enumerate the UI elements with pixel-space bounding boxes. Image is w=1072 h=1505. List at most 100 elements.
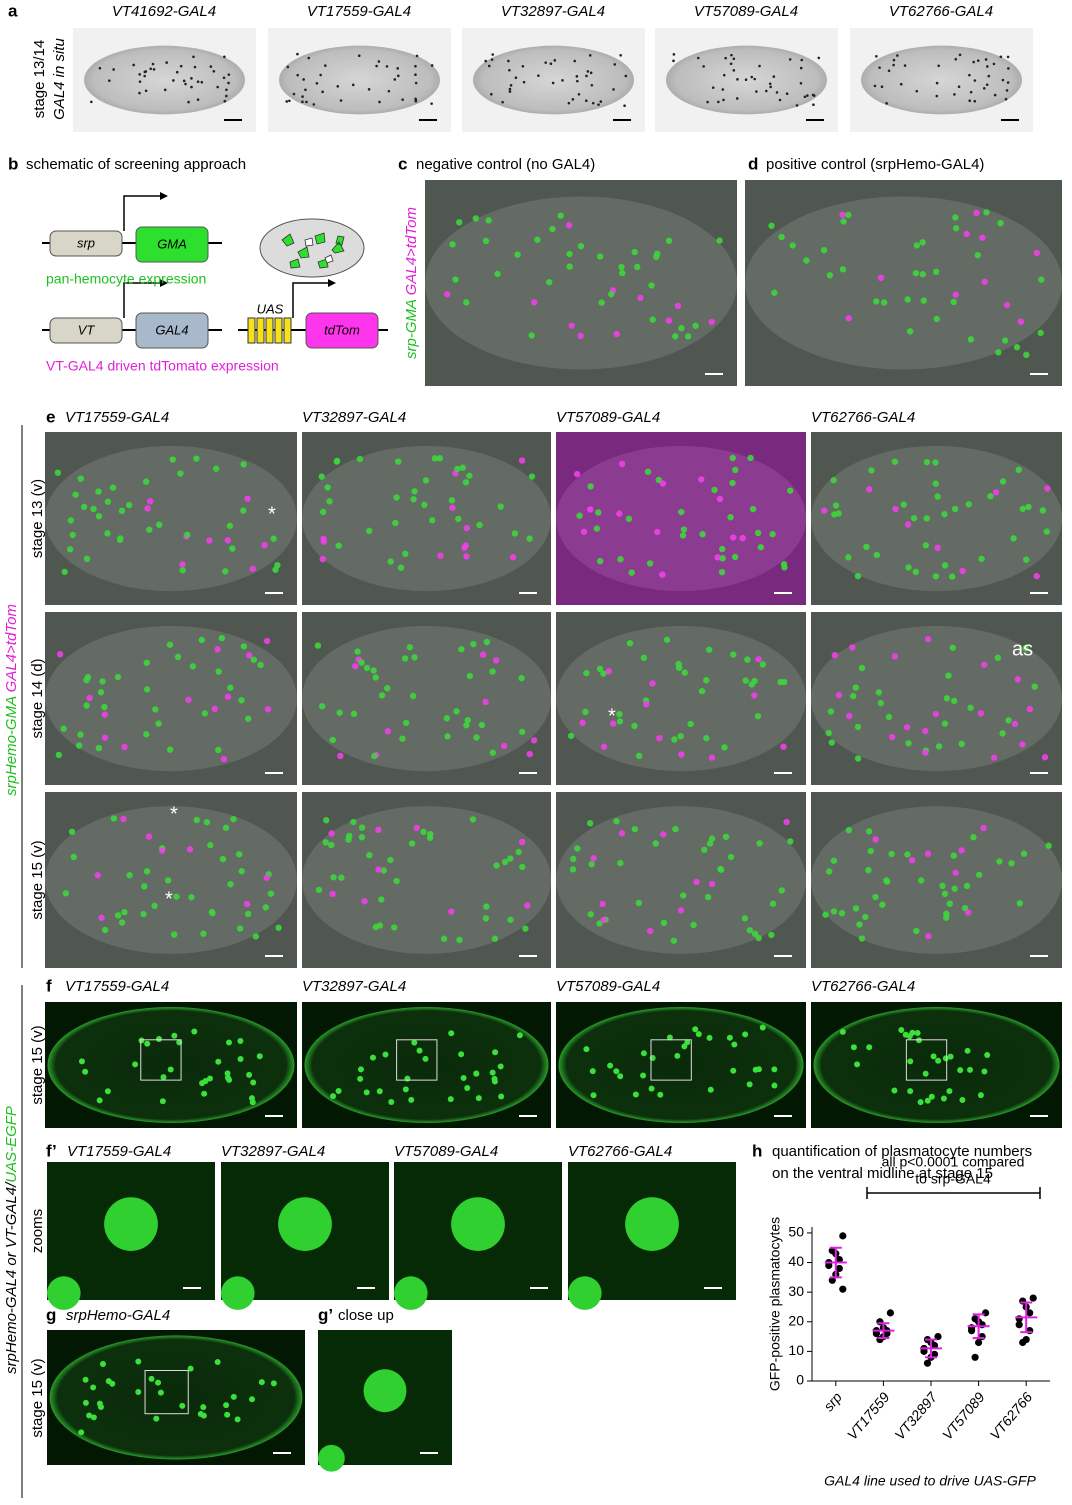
cell — [656, 734, 663, 742]
cell — [702, 65, 705, 68]
cell — [799, 66, 803, 70]
cell — [274, 562, 281, 569]
cell — [336, 709, 343, 716]
cell — [924, 850, 932, 857]
cell — [492, 1049, 499, 1056]
cell — [1017, 318, 1025, 325]
cell — [618, 830, 626, 837]
cell — [699, 531, 706, 538]
cell — [724, 56, 727, 60]
cell — [923, 458, 931, 466]
cell — [729, 479, 736, 487]
cell — [187, 1365, 194, 1372]
cell — [171, 1032, 178, 1039]
cell — [789, 242, 796, 249]
image — [556, 792, 806, 968]
cell — [238, 868, 245, 875]
cell — [892, 58, 896, 62]
cell — [631, 722, 638, 730]
cell — [573, 59, 577, 63]
cell — [209, 910, 216, 917]
cell — [722, 833, 730, 841]
cell — [987, 492, 994, 500]
panel-title: VT32897-GAL4 — [302, 409, 406, 426]
panel-title: close up — [338, 1307, 394, 1324]
x-tick-label: VT62766 — [987, 1389, 1036, 1443]
box-label: GAL4 — [155, 322, 188, 337]
cell — [892, 505, 899, 513]
cell — [885, 102, 888, 105]
cell — [919, 271, 926, 278]
cell — [721, 744, 728, 751]
cell — [576, 512, 583, 519]
cell — [466, 672, 474, 680]
cell — [1011, 720, 1019, 728]
cell — [732, 69, 736, 72]
cell — [769, 531, 776, 538]
cell — [320, 535, 327, 543]
cell — [321, 90, 324, 94]
panel-title: negative control (no GAL4) — [416, 156, 595, 173]
cell — [237, 1056, 244, 1063]
cell — [230, 815, 237, 823]
cell — [877, 699, 885, 707]
cell — [350, 818, 357, 826]
cell — [508, 90, 512, 93]
asterisk: * — [170, 803, 178, 825]
cell — [941, 890, 949, 898]
cell — [469, 816, 477, 823]
cell — [993, 93, 997, 97]
y-tick-label: 0 — [796, 1372, 804, 1388]
cell — [943, 695, 951, 702]
cell — [531, 299, 538, 306]
cell — [778, 233, 785, 241]
cell — [151, 62, 155, 66]
cell — [854, 723, 862, 731]
cell — [583, 669, 590, 677]
cell — [501, 858, 509, 866]
cell — [315, 82, 319, 85]
cell — [516, 1032, 523, 1039]
cell — [708, 754, 716, 761]
cell — [335, 542, 342, 549]
cell — [104, 498, 112, 505]
cell — [891, 653, 899, 660]
cell — [903, 723, 911, 731]
cell — [216, 85, 219, 89]
cell — [224, 693, 232, 700]
cell — [775, 91, 779, 94]
panel-label: h — [752, 1141, 762, 1160]
cell — [946, 1088, 953, 1095]
cell — [674, 1052, 681, 1059]
cell — [985, 65, 989, 68]
cell — [490, 58, 494, 61]
row-label: stage 14 (d) — [29, 658, 46, 738]
cell — [731, 1041, 738, 1048]
cell — [215, 668, 222, 675]
data-point — [982, 1309, 990, 1317]
embryo — [558, 1007, 804, 1123]
cell — [949, 644, 957, 651]
cell — [114, 912, 122, 919]
cell — [982, 87, 986, 90]
image — [221, 1162, 389, 1310]
cell — [333, 458, 340, 465]
cell — [77, 731, 84, 738]
cell — [159, 847, 166, 854]
cell — [226, 1039, 233, 1046]
cell — [875, 55, 878, 58]
cell — [605, 668, 612, 675]
cell — [772, 75, 776, 78]
cell — [1041, 754, 1049, 761]
cell — [226, 522, 234, 530]
cell — [872, 836, 879, 843]
cell — [179, 561, 186, 568]
cell — [470, 640, 477, 648]
cell — [679, 532, 687, 539]
cell — [143, 686, 151, 693]
cell — [479, 651, 487, 658]
cell — [963, 882, 971, 890]
cell — [409, 692, 417, 700]
cell — [730, 1067, 737, 1074]
